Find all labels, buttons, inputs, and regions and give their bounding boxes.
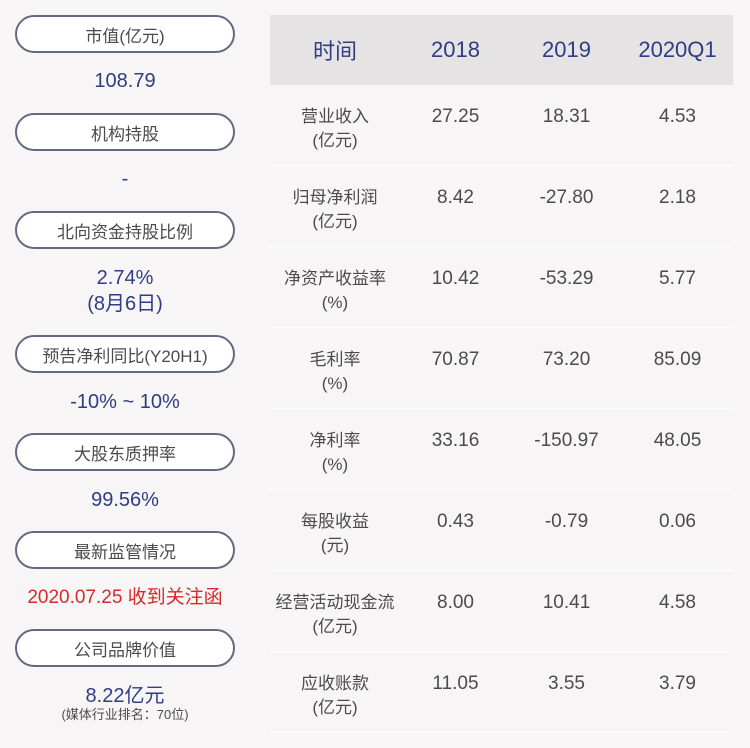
cell-2018: 33.16	[431, 430, 480, 451]
brand-value-label: 公司品牌价值	[15, 629, 235, 667]
cell-2020q1: 2.18	[659, 187, 696, 208]
profit-forecast-label: 预告净利同比(Y20H1)	[15, 335, 235, 373]
cell-2020q1: 3.79	[659, 673, 696, 694]
table-row: 净资产收益率 (%) 10.42 -53.29 5.77	[270, 247, 733, 328]
cell-2019: -0.79	[544, 511, 589, 532]
row-label: 归母净利润 (亿元)	[270, 166, 400, 234]
row-unit: (亿元)	[312, 131, 358, 150]
row-unit: (%)	[321, 293, 349, 312]
row-label: 净资产收益率 (%)	[270, 247, 400, 315]
row-name: 毛利率	[309, 350, 361, 369]
cell-2018: 11.05	[432, 673, 479, 694]
table-row: 归母净利润 (亿元) 8.42 -27.80 2.18	[270, 166, 733, 247]
cell-2018: 8.00	[437, 592, 474, 613]
cell-2019: 73.20	[542, 349, 591, 370]
row-unit: (亿元)	[312, 698, 358, 717]
institution-holding-label: 机构持股	[15, 113, 235, 151]
cell-2020q1: 4.53	[659, 106, 696, 127]
table-row: 应收账款 (亿元) 11.05 3.55 3.79	[270, 652, 733, 733]
pledge-ratio-value: 99.56%	[91, 489, 159, 511]
cell-2019: -53.29	[539, 268, 594, 289]
northbound-ratio-date: (8月6日)	[87, 293, 163, 315]
table-header: 时间 2018 2019 2020Q1	[270, 15, 733, 85]
table-row: 经营活动现金流 (亿元) 8.00 10.41 4.58	[270, 571, 733, 652]
header-time: 时间	[312, 39, 357, 64]
row-name: 归母净利润	[292, 188, 378, 207]
cell-2019: 10.41	[542, 592, 591, 613]
row-name: 经营活动现金流	[275, 593, 395, 612]
header-2018: 2018	[431, 37, 480, 62]
cell-2018: 0.43	[437, 511, 474, 532]
cell-2018: 10.42	[431, 268, 480, 289]
regulation-label: 最新监管情况	[15, 531, 235, 569]
cell-2020q1: 48.05	[653, 430, 702, 451]
table-row: 营业收入 (亿元) 27.25 18.31 4.53	[270, 85, 733, 166]
cell-2020q1: 0.06	[659, 511, 696, 532]
cell-2019: -150.97	[534, 430, 599, 451]
table-row: 毛利率 (%) 70.87 73.20 85.09	[270, 328, 733, 409]
brand-value-value: 8.22亿元	[85, 685, 165, 707]
cell-2018: 8.42	[437, 187, 474, 208]
table-row: 净利率 (%) 33.16 -150.97 48.05	[270, 409, 733, 490]
cell-2020q1: 85.09	[653, 349, 702, 370]
header-2020q1: 2020Q1	[638, 37, 717, 62]
row-unit: (%)	[321, 374, 349, 393]
financial-table: 时间 2018 2019 2020Q1 营业收入 (亿元) 27.25 18.31…	[270, 15, 733, 733]
cell-2020q1: 5.77	[659, 268, 696, 289]
row-label: 净利率 (%)	[270, 409, 400, 477]
cell-2018: 70.87	[431, 349, 480, 370]
row-unit: (%)	[321, 455, 349, 474]
row-label: 每股收益 (元)	[270, 490, 400, 558]
row-name: 每股收益	[301, 512, 369, 531]
pledge-ratio-label: 大股东质押率	[15, 433, 235, 471]
brand-rank-note-text: (媒体行业排名：70位)	[61, 707, 189, 722]
market-cap-label: 市值(亿元)	[15, 15, 235, 53]
market-cap-value: 108.79	[94, 70, 156, 92]
header-2019: 2019	[542, 37, 591, 62]
cell-2018: 27.25	[431, 106, 480, 127]
row-label: 经营活动现金流 (亿元)	[270, 571, 400, 639]
row-unit: (亿元)	[312, 617, 358, 636]
row-name: 净资产收益率	[284, 269, 386, 288]
cell-2020q1: 4.58	[659, 592, 696, 613]
cell-2019: 18.31	[542, 106, 591, 127]
cell-2019: 3.55	[548, 673, 585, 694]
row-unit: (亿元)	[312, 212, 358, 231]
table-row: 每股收益 (元) 0.43 -0.79 0.06	[270, 490, 733, 571]
regulation-value: 2020.07.25 收到关注函	[27, 587, 223, 608]
row-label: 应收账款 (亿元)	[270, 652, 400, 720]
row-label: 毛利率 (%)	[270, 328, 400, 396]
row-unit: (元)	[320, 536, 350, 555]
row-label: 营业收入 (亿元)	[270, 85, 400, 153]
row-name: 净利率	[309, 431, 361, 450]
profit-forecast-value: -10% ~ 10%	[70, 391, 180, 413]
row-name: 营业收入	[301, 107, 369, 126]
northbound-ratio-label: 北向资金持股比例	[15, 211, 235, 249]
brand-rank-note: (媒体行业排名：70位)	[15, 707, 235, 723]
row-name: 应收账款	[301, 674, 369, 693]
institution-holding-value: -	[121, 168, 129, 190]
northbound-ratio-value: 2.74%	[96, 267, 154, 289]
cell-2019: -27.80	[539, 187, 594, 208]
